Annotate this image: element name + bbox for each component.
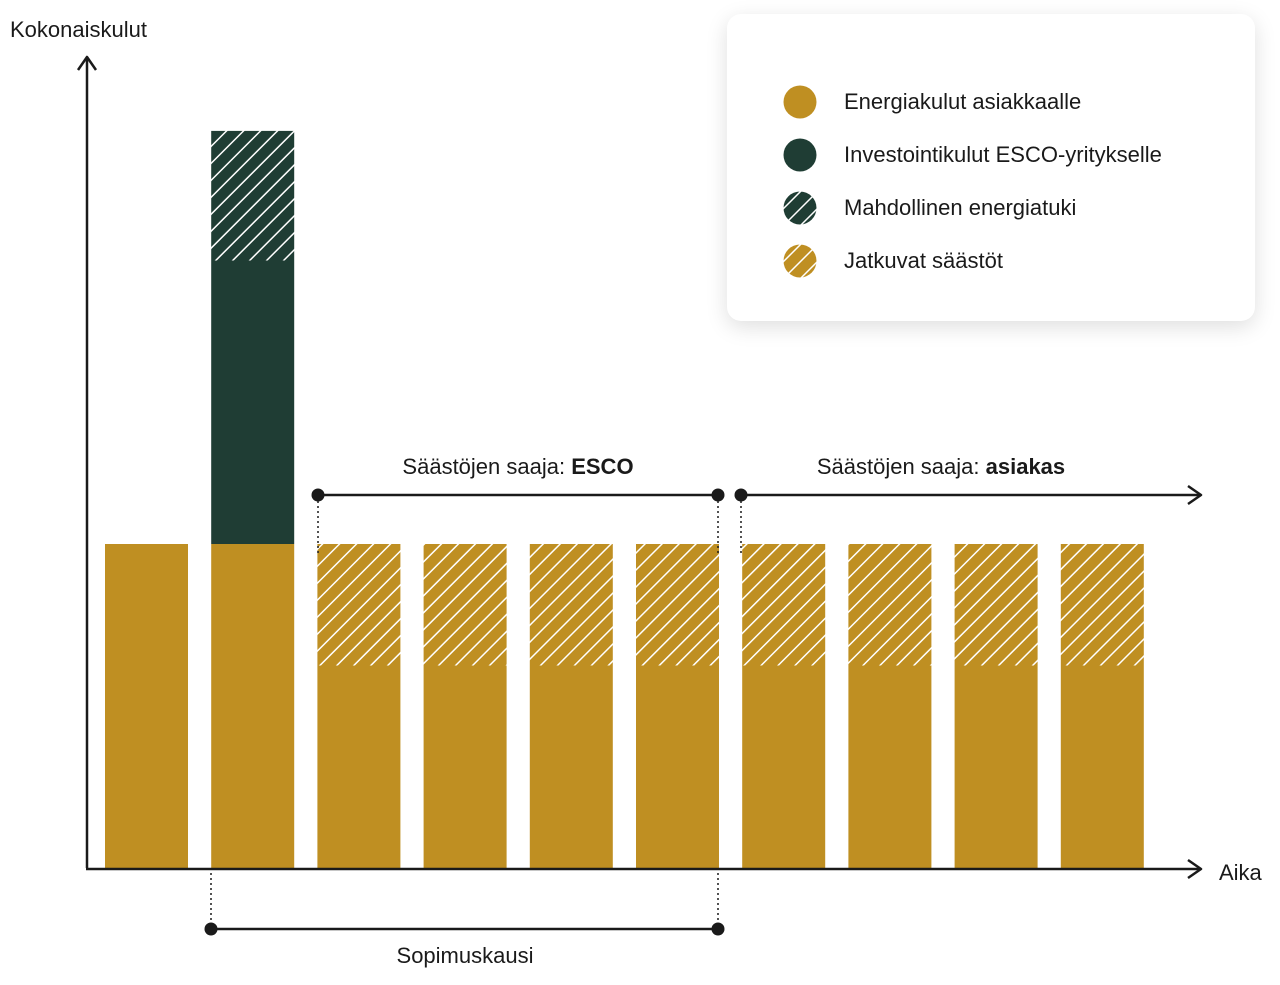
bar-6-segment-4: [636, 544, 719, 666]
esco-period-end-dot-icon: [711, 488, 725, 502]
bar-2-segment-1: [211, 544, 295, 868]
legend-label: Energiakulut asiakkaalle: [844, 89, 1082, 114]
legend-item-savings: Jatkuvat säästöt: [783, 244, 1003, 278]
legend-label: Jatkuvat säästöt: [844, 248, 1003, 273]
legend-item-subsidy: Mahdollinen energiatuki: [783, 191, 1076, 225]
bar-6-segment-1: [636, 665, 719, 868]
bar-4-segment-4: [423, 544, 507, 666]
y-axis: [76, 55, 98, 868]
bar-10-segment-4: [1060, 544, 1144, 666]
legend-item-energy: Energiakulut asiakkaalle: [783, 85, 1081, 119]
customer-period-bracket: Säästöjen saaja: asiakas: [734, 454, 1203, 553]
esco-period-bracket: Säästöjen saaja: ESCO: [311, 454, 725, 553]
esco-period-start-dot-icon: [311, 488, 325, 502]
customer-period-label: Säästöjen saaja: asiakas: [817, 454, 1065, 479]
contract-period-label: Sopimuskausi: [397, 943, 534, 968]
hatched-green-circle-icon: [783, 191, 817, 225]
bar-3-segment-4: [317, 544, 401, 666]
contract-period-bracket: Sopimuskausi: [204, 873, 725, 968]
y-axis-arrow-icon: [76, 55, 98, 71]
period-annotations: Säästöjen saaja: ESCO Säästöjen saaja: a…: [204, 454, 1203, 968]
x-axis-arrow-icon: [1187, 858, 1203, 880]
bar-3-segment-1: [317, 665, 401, 868]
bar-5-segment-4: [529, 544, 613, 666]
esco-period-label: Säästöjen saaja: ESCO: [402, 454, 633, 479]
bar-4-segment-1: [423, 665, 507, 868]
legend-label: Investointikulut ESCO-yritykselle: [844, 142, 1162, 167]
bar-9-segment-4: [954, 544, 1038, 666]
hatched-gold-circle-icon: [783, 244, 817, 278]
bar-5-segment-1: [529, 665, 613, 868]
bar-1-segment-1: [105, 544, 188, 868]
contract-period-start-dot-icon: [204, 922, 218, 936]
x-axis: [86, 858, 1203, 880]
bar-10-segment-1: [1060, 665, 1144, 868]
y-axis-label: Kokonaiskulut: [10, 17, 147, 42]
bar-2-segment-2: [211, 260, 295, 544]
bars-group: [105, 130, 1144, 868]
x-axis-label: Aika: [1219, 860, 1263, 885]
bar-2-segment-3: [211, 130, 295, 261]
legend-label: Mahdollinen energiatuki: [844, 195, 1077, 220]
customer-period-arrow-icon: [1187, 484, 1203, 506]
contract-period-end-dot-icon: [711, 922, 725, 936]
legend: Energiakulut asiakkaalle Investointikulu…: [727, 14, 1255, 321]
solid-green-circle-icon: [783, 138, 817, 172]
solid-gold-circle-icon: [783, 85, 817, 119]
customer-period-start-dot-icon: [734, 488, 748, 502]
bar-8-segment-4: [848, 544, 932, 666]
bar-9-segment-1: [954, 665, 1038, 868]
bar-7-segment-1: [742, 665, 826, 868]
legend-item-investment: Investointikulut ESCO-yritykselle: [783, 138, 1162, 172]
bar-7-segment-4: [742, 544, 826, 666]
bar-8-segment-1: [848, 665, 932, 868]
